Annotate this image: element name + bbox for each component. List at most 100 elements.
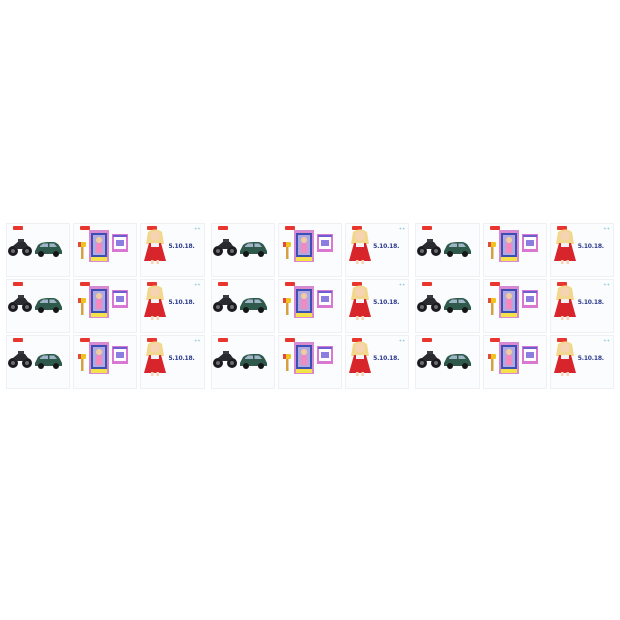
doll-panel: ✦✦ 5.10.18.	[345, 335, 410, 389]
doll-panel: ✦✦ 5.10.18.	[140, 335, 205, 389]
decorative-sparkle-icon: ✦✦	[193, 226, 201, 231]
brand-tag	[422, 338, 433, 342]
toy-quad-bike-icon	[212, 239, 237, 256]
boxed-toys-panel	[482, 279, 547, 333]
brand-tag	[80, 282, 91, 286]
toy-green-car-icon	[239, 354, 267, 369]
toy-doll-red-dress-icon	[349, 285, 372, 320]
handwritten-date-note: 5.10.18.	[577, 243, 604, 250]
toy-hammer-icon	[282, 298, 291, 315]
brand-tag	[147, 282, 158, 286]
doll-box-icon	[89, 230, 110, 262]
playset-box-icon	[521, 346, 538, 364]
toy-green-car-icon	[444, 242, 472, 257]
toy-doll-red-dress-icon	[349, 341, 372, 376]
brand-tag	[352, 338, 363, 342]
playset-box-icon	[112, 234, 129, 252]
handwritten-date-note: 5.10.18.	[577, 355, 604, 362]
toy-green-car-icon	[35, 354, 62, 369]
brand-tag	[284, 282, 295, 286]
playset-box-icon	[521, 290, 538, 308]
toy-green-car-icon	[444, 298, 472, 313]
doll-panel: ✦✦ 5.10.18.	[140, 223, 205, 277]
boxed-toys-panel	[73, 223, 138, 277]
brand-tag	[489, 338, 500, 342]
toy-quad-bike-icon	[417, 239, 442, 256]
brand-tag	[217, 226, 228, 230]
toy-collage-tile: ✦✦ 5.10.18.	[210, 223, 410, 277]
doll-panel: ✦✦ 5.10.18.	[345, 279, 410, 333]
toy-collage-grid: ✦✦ 5.10.18.	[6, 223, 614, 389]
toy-hammer-icon	[282, 242, 291, 259]
brand-tag	[217, 338, 228, 342]
playset-box-icon	[112, 290, 129, 308]
toy-collage-tile: ✦✦ 5.10.18.	[6, 335, 205, 389]
toy-hammer-icon	[78, 298, 87, 315]
brand-tag	[422, 282, 433, 286]
toy-hammer-icon	[78, 354, 87, 371]
brand-tag	[284, 338, 295, 342]
brand-tag	[13, 226, 23, 230]
toy-hammer-icon	[487, 354, 496, 371]
toy-quad-bike-icon	[417, 295, 442, 312]
toy-doll-red-dress-icon	[349, 229, 372, 264]
doll-panel: ✦✦ 5.10.18.	[140, 279, 205, 333]
decorative-sparkle-icon: ✦✦	[398, 338, 406, 343]
brand-tag	[556, 338, 567, 342]
vehicles-panel	[415, 279, 480, 333]
toy-collage-tile: ✦✦ 5.10.18.	[210, 335, 410, 389]
toy-doll-red-dress-icon	[553, 229, 576, 264]
toy-hammer-icon	[282, 354, 291, 371]
decorative-sparkle-icon: ✦✦	[193, 338, 201, 343]
toy-green-car-icon	[35, 242, 62, 257]
vehicles-panel	[210, 279, 275, 333]
brand-tag	[284, 226, 295, 230]
toy-hammer-icon	[78, 242, 87, 259]
doll-box-icon	[498, 286, 519, 318]
doll-panel: ✦✦ 5.10.18.	[549, 223, 614, 277]
playset-box-icon	[316, 346, 333, 364]
doll-box-icon	[293, 286, 314, 318]
brand-tag	[352, 226, 363, 230]
playset-box-icon	[112, 346, 129, 364]
handwritten-date-note: 5.10.18.	[373, 299, 400, 306]
decorative-sparkle-icon: ✦✦	[398, 282, 406, 287]
toy-collage-tile: ✦✦ 5.10.18.	[210, 279, 410, 333]
toy-doll-red-dress-icon	[553, 341, 576, 376]
doll-box-icon	[89, 286, 110, 318]
decorative-sparkle-icon: ✦✦	[193, 282, 201, 287]
vehicles-panel	[415, 223, 480, 277]
toy-quad-bike-icon	[417, 351, 442, 368]
brand-tag	[13, 338, 23, 342]
decorative-sparkle-icon: ✦✦	[603, 338, 610, 343]
toy-quad-bike-icon	[212, 351, 237, 368]
playset-box-icon	[521, 234, 538, 252]
toy-green-car-icon	[444, 354, 472, 369]
toy-collage-tile: ✦✦ 5.10.18.	[415, 279, 614, 333]
handwritten-date-note: 5.10.18.	[168, 243, 195, 250]
toy-quad-bike-icon	[8, 295, 32, 312]
brand-tag	[80, 226, 91, 230]
vehicles-panel	[415, 335, 480, 389]
doll-panel: ✦✦ 5.10.18.	[549, 279, 614, 333]
doll-box-icon	[293, 230, 314, 262]
vehicles-panel	[210, 223, 275, 277]
boxed-toys-panel	[277, 335, 343, 389]
decorative-sparkle-icon: ✦✦	[398, 226, 406, 231]
toy-collage-tile: ✦✦ 5.10.18.	[415, 335, 614, 389]
toy-doll-red-dress-icon	[144, 341, 167, 376]
toy-collage-tile: ✦✦ 5.10.18.	[6, 279, 205, 333]
toy-hammer-icon	[487, 242, 496, 259]
toy-doll-red-dress-icon	[144, 285, 167, 320]
brand-tag	[489, 282, 500, 286]
decorative-sparkle-icon: ✦✦	[603, 282, 610, 287]
toy-green-car-icon	[239, 242, 267, 257]
decorative-sparkle-icon: ✦✦	[603, 226, 610, 231]
toy-quad-bike-icon	[8, 239, 32, 256]
doll-box-icon	[89, 342, 110, 374]
handwritten-date-note: 5.10.18.	[168, 355, 195, 362]
toy-green-car-icon	[35, 298, 62, 313]
handwritten-date-note: 5.10.18.	[168, 299, 195, 306]
brand-tag	[352, 282, 363, 286]
